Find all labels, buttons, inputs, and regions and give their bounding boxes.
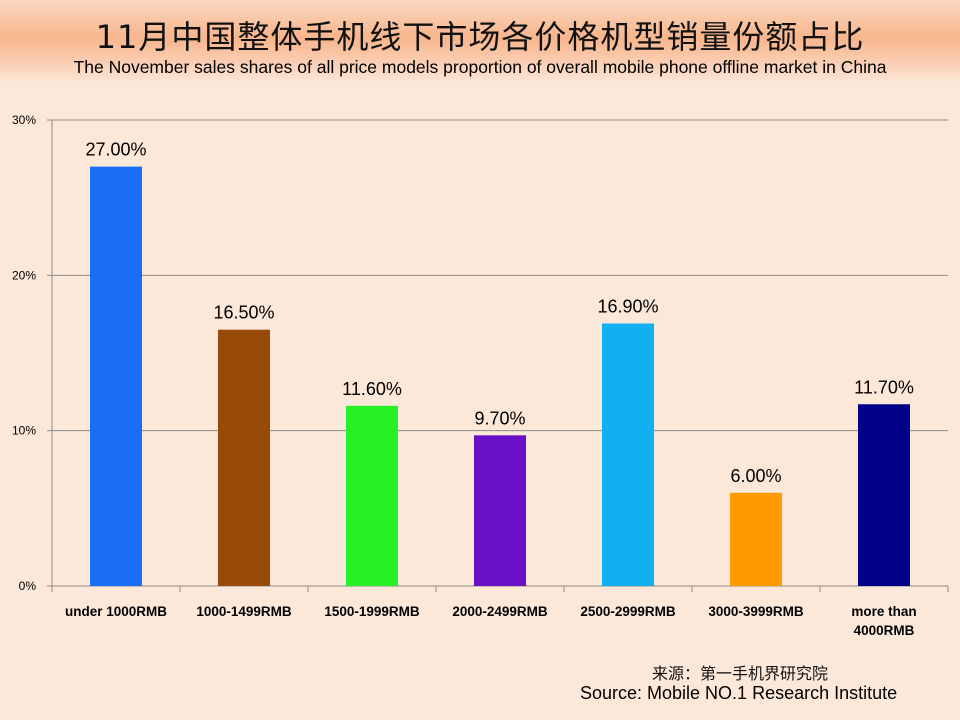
chart-title-cn: 11月中国整体手机线下市场各价格机型销量份额占比 [95, 18, 865, 56]
x-category-label: 4000RMB [854, 623, 915, 638]
x-category-label: more than [851, 604, 916, 619]
y-tick-label: 0% [19, 579, 37, 593]
y-tick-label: 10% [12, 424, 36, 438]
grid-layer [52, 119, 948, 432]
data-label: 27.00% [85, 140, 146, 160]
x-category-label: 3000-3999RMB [708, 604, 804, 619]
y-tick-label: 20% [12, 268, 36, 282]
bar [730, 492, 782, 586]
header-band [0, 0, 960, 84]
data-label: 11.60% [342, 379, 402, 399]
bar [858, 404, 910, 586]
data-label: 16.50% [213, 303, 274, 323]
label-layer: 27.00% under 1000RMB 16.50% 1000-1499RMB 11.… [65, 140, 917, 638]
data-label: 16.90% [597, 296, 658, 316]
data-label: 11.70% [854, 377, 914, 397]
bar [602, 323, 654, 586]
x-category-label: 1500-1999RMB [324, 604, 420, 619]
x-category-label: 1000-1499RMB [196, 604, 292, 619]
source-en: Source: Mobile NO.1 Research Institute [580, 683, 898, 703]
bar [474, 435, 526, 586]
x-category-label: 2500-2999RMB [580, 604, 676, 619]
bar [90, 166, 142, 586]
source-cn: 来源：第一手机界研究院 [652, 664, 829, 683]
chart-title-en: The November sales shares of all price m… [73, 57, 887, 77]
bar [346, 405, 398, 586]
bar [218, 329, 270, 586]
data-label: 9.70% [474, 408, 525, 428]
bar-chart: 0% 10% 20% 30% 27.00% under 1000RMB 16.50% 100… [12, 113, 949, 638]
x-category-label: 2000-2499RMB [452, 604, 548, 619]
y-tick-label: 30% [12, 113, 36, 127]
bar-layer [90, 166, 910, 586]
data-label: 6.00% [730, 466, 781, 486]
x-category-label: under 1000RMB [65, 604, 167, 619]
